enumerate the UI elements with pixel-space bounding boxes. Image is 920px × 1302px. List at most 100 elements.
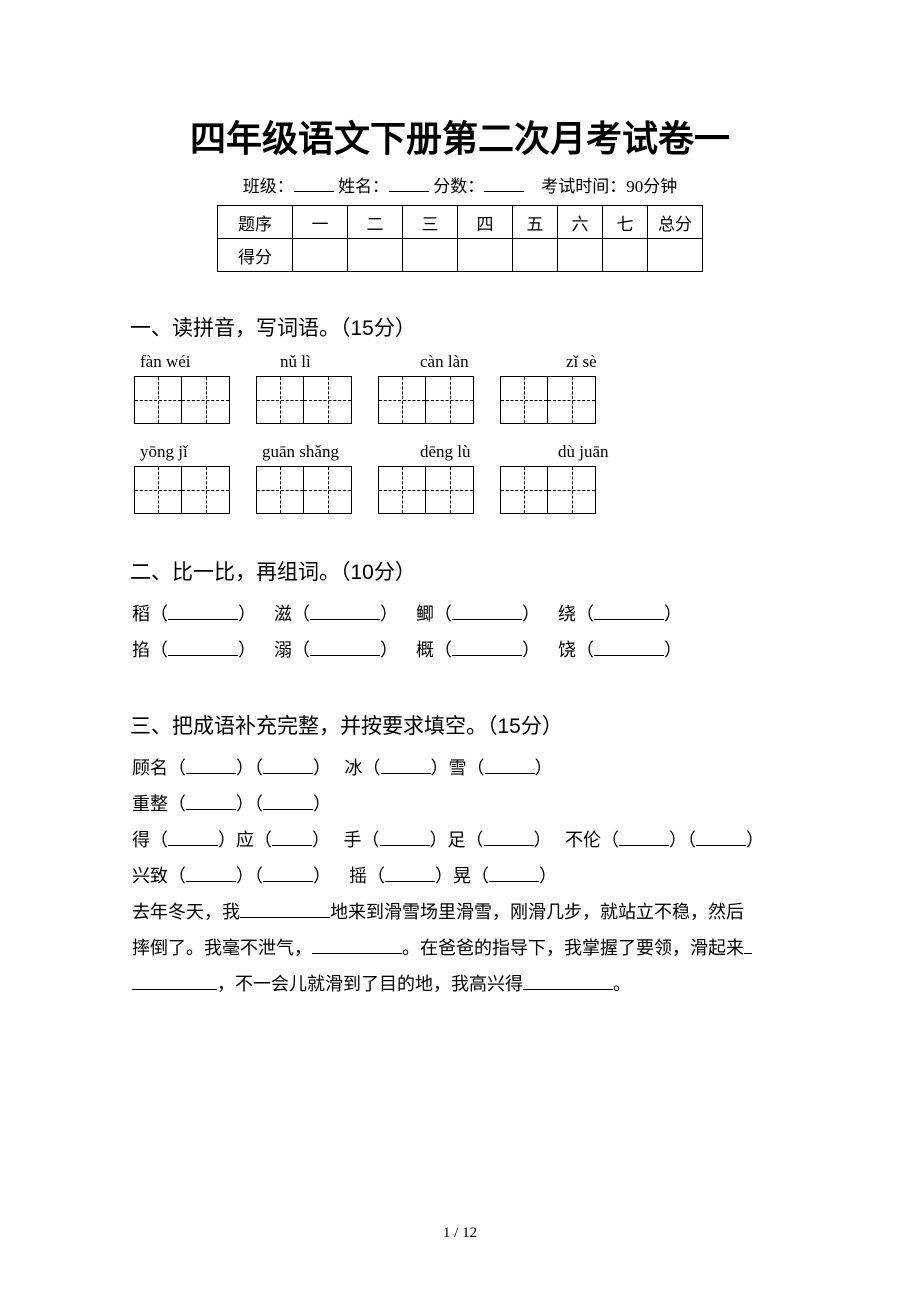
- paren: ）: [522, 640, 540, 660]
- blank[interactable]: [263, 881, 313, 882]
- paren: ）: [380, 604, 398, 624]
- pinyin: nǔ lì: [280, 352, 420, 372]
- tianzi-row: [134, 376, 790, 424]
- idiom-line: 重整（）（）: [132, 786, 790, 822]
- blank[interactable]: [452, 655, 522, 656]
- blank[interactable]: [132, 989, 217, 990]
- name-blank[interactable]: [389, 191, 429, 192]
- pinyin-row: yōng jǐ guān shǎng dēng lù dù juān: [140, 442, 790, 462]
- blank[interactable]: [312, 953, 402, 954]
- col-6: 六: [558, 206, 603, 239]
- blank[interactable]: [381, 773, 431, 774]
- score-cell[interactable]: [603, 239, 648, 272]
- blank[interactable]: [263, 809, 313, 810]
- paragraph-line: ，不一会儿就滑到了目的地，我高兴得 。: [132, 966, 790, 1002]
- blank[interactable]: [484, 845, 534, 846]
- score-cell[interactable]: [348, 239, 403, 272]
- tianzi-box[interactable]: [256, 466, 352, 514]
- text: ）: [535, 758, 553, 778]
- score-cell[interactable]: [403, 239, 458, 272]
- table-row: 题序 一 二 三 四 五 六 七 总分: [218, 206, 703, 239]
- text: 兴致（: [132, 866, 186, 886]
- class-blank[interactable]: [294, 191, 334, 192]
- text: ）（: [669, 830, 696, 850]
- score-cell[interactable]: [558, 239, 603, 272]
- blank[interactable]: [380, 845, 430, 846]
- blank[interactable]: [310, 655, 380, 656]
- col-total: 总分: [648, 206, 703, 239]
- char: 饶（: [558, 640, 594, 660]
- score-cell[interactable]: [293, 239, 348, 272]
- compare-line: 掐（） 溺（） 概（） 饶（）: [132, 632, 790, 668]
- text: ）足（: [430, 830, 484, 850]
- section3-heading: 三、把成语补充完整，并按要求填空。（15分）: [130, 710, 790, 740]
- blank[interactable]: [186, 809, 236, 810]
- class-label: 班级：: [243, 177, 294, 196]
- text: ）（: [236, 758, 263, 778]
- blank[interactable]: [240, 917, 330, 918]
- col-4: 四: [458, 206, 513, 239]
- blank[interactable]: [696, 845, 746, 846]
- paren: ）: [664, 640, 682, 660]
- pinyin-row: fàn wéi nǔ lì càn làn zǐ sè: [140, 352, 790, 372]
- score-total-cell[interactable]: [648, 239, 703, 272]
- idiom-line: 得（）应（） 手（）足（） 不伦（）（）: [132, 822, 790, 858]
- blank[interactable]: [744, 953, 752, 954]
- text: ）: [313, 758, 331, 778]
- text: ，不一会儿就滑到了目的地，我高兴得: [217, 974, 523, 994]
- tianzi-box[interactable]: [256, 376, 352, 424]
- tianzi-box[interactable]: [378, 376, 474, 424]
- tianzi-box[interactable]: [134, 376, 230, 424]
- blank[interactable]: [485, 773, 535, 774]
- section2-heading: 二、比一比，再组词。（10分）: [130, 556, 790, 586]
- score-cell[interactable]: [513, 239, 558, 272]
- tianzi-box[interactable]: [378, 466, 474, 514]
- blank[interactable]: [186, 773, 236, 774]
- char: 溺（: [274, 640, 310, 660]
- col-7: 七: [603, 206, 648, 239]
- text: 摇（: [349, 866, 385, 886]
- pinyin: guān shǎng: [262, 442, 420, 462]
- section1-heading: 一、读拼音，写词语。（15分）: [130, 312, 790, 342]
- char: 概（: [416, 640, 452, 660]
- page-number: 1 / 12: [0, 1225, 920, 1242]
- blank[interactable]: [186, 881, 236, 882]
- pinyin: dù juān: [558, 442, 609, 462]
- score-label: 分数：: [433, 177, 484, 196]
- text: 摔倒了。我毫不泄气，: [132, 938, 312, 958]
- blank[interactable]: [168, 619, 238, 620]
- blank[interactable]: [272, 845, 312, 846]
- tianzi-box[interactable]: [134, 466, 230, 514]
- text: ）应（: [218, 830, 272, 850]
- text: ）: [313, 866, 331, 886]
- blank[interactable]: [594, 655, 664, 656]
- blank[interactable]: [310, 619, 380, 620]
- paragraph-line: 去年冬天，我地来到滑雪场里滑雪，刚滑几步，就站立不稳，然后: [132, 894, 790, 930]
- blank[interactable]: [168, 655, 238, 656]
- paren: ）: [380, 640, 398, 660]
- blank[interactable]: [594, 619, 664, 620]
- paren: ）: [664, 604, 682, 624]
- col-5: 五: [513, 206, 558, 239]
- tianzi-box[interactable]: [500, 466, 596, 514]
- name-label: 姓名：: [338, 177, 389, 196]
- char: 稻（: [132, 604, 168, 624]
- time-label: 考试时间：90分钟: [541, 177, 677, 196]
- text: 重整（: [132, 794, 186, 814]
- tianzi-box[interactable]: [500, 376, 596, 424]
- score-blank[interactable]: [484, 191, 524, 192]
- pinyin: yōng jǐ: [140, 442, 262, 462]
- text: 顾名（: [132, 758, 186, 778]
- blank[interactable]: [263, 773, 313, 774]
- blank[interactable]: [168, 845, 218, 846]
- text: ）雪（: [431, 758, 485, 778]
- blank[interactable]: [452, 619, 522, 620]
- score-cell[interactable]: [458, 239, 513, 272]
- text: 。: [613, 974, 631, 994]
- blank[interactable]: [489, 881, 539, 882]
- compare-line: 稻（） 滋（） 鲫（） 绕（）: [132, 596, 790, 632]
- blank[interactable]: [523, 989, 613, 990]
- paren: ）: [238, 640, 256, 660]
- blank[interactable]: [619, 845, 669, 846]
- blank[interactable]: [385, 881, 435, 882]
